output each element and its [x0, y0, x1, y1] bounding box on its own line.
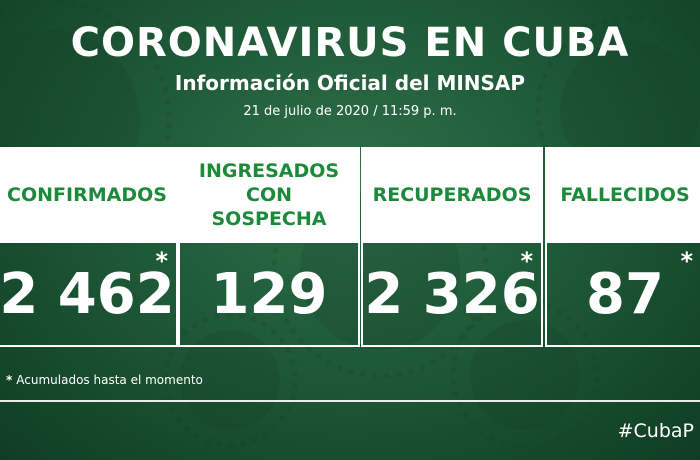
- card-confirmados: CONFIRMADOS 2 462 *: [0, 147, 178, 347]
- page-title: CORONAVIRUS EN CUBA: [70, 20, 630, 66]
- asterisk: *: [680, 247, 693, 275]
- footnote-text: Acumulados hasta el momento: [16, 373, 203, 387]
- hashtag: #CubaP: [617, 420, 694, 442]
- asterisk: *: [520, 247, 533, 275]
- report-date: 21 de julio de 2020 / 11:59 p. m.: [243, 104, 457, 119]
- asterisk: *: [155, 247, 168, 275]
- divider: [0, 400, 700, 402]
- card-label: CONFIRMADOS: [0, 147, 178, 243]
- header: CORONAVIRUS EN CUBA Información Oficial …: [0, 18, 700, 122]
- card-label: RECUPERADOS: [361, 147, 543, 243]
- card-value: 2 326: [361, 243, 543, 347]
- card-label: FALLECIDOS: [545, 147, 700, 243]
- footnote-asterisk: *: [6, 373, 13, 387]
- card-ingresados: INGRESADOS CON SOSPECHA 129: [178, 147, 360, 347]
- card-value: 129: [178, 243, 360, 347]
- page-subtitle: Información Oficial del MINSAP: [174, 71, 526, 95]
- card-label: INGRESADOS CON SOSPECHA: [178, 147, 360, 243]
- card-recuperados: RECUPERADOS 2 326 *: [361, 147, 543, 347]
- card-fallecidos: FALLECIDOS 87 *: [545, 147, 700, 347]
- card-value: 87: [545, 243, 700, 347]
- footnote: * Acumulados hasta el momento: [6, 373, 203, 387]
- virus-decoration: [450, 300, 600, 450]
- card-value: 2 462: [0, 243, 178, 347]
